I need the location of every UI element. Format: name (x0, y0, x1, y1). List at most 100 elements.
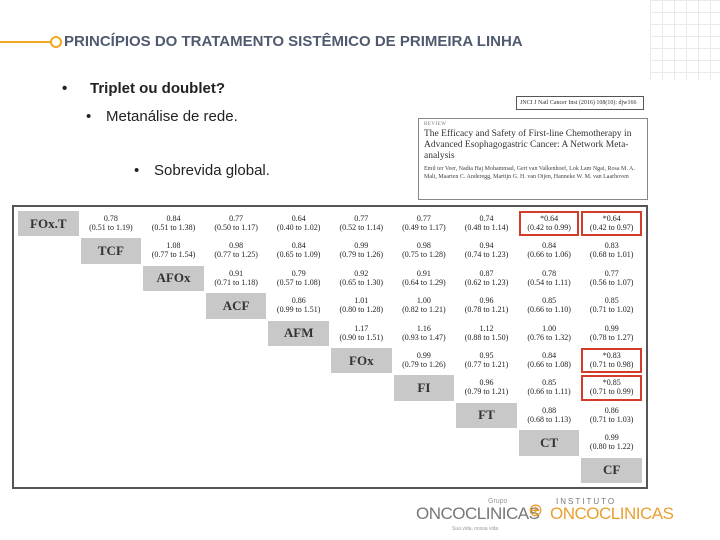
hr-value: 0.64 (291, 214, 306, 223)
significant-hr-cell: *0.85 (0.71 to 0.99) (581, 375, 642, 401)
hr-cell: 1.01 (0.80 to 1.28) (331, 293, 392, 318)
hr-value: 0.99 (354, 241, 369, 251)
hr-ci: (0.42 to 0.97) (589, 223, 634, 232)
title-accent-dot (50, 36, 62, 48)
hr-cell: 0.98 (0.75 to 1.28) (394, 238, 455, 263)
hr-value: 1.16 (416, 323, 431, 333)
hr-ci: (0.66 to 1.10) (527, 305, 571, 315)
hr-value: 0.96 (479, 378, 494, 388)
bullet-marker: • (86, 108, 92, 125)
bullet-marker: • (134, 162, 140, 179)
hr-cell: 1.00 (0.76 to 1.32) (519, 321, 580, 346)
treatment-label: CT (518, 430, 580, 456)
hr-ci: (0.80 to 1.28) (339, 305, 384, 315)
significant-hr-cell: *0.64 (0.42 to 0.97) (581, 211, 642, 237)
hr-ci: (0.79 to 1.26) (339, 250, 384, 260)
hr-value: 0.92 (354, 268, 369, 278)
hr-value: 0.91 (229, 268, 244, 278)
hr-value: 0.77 (354, 214, 369, 223)
significant-hr-cell: *0.64 (0.42 to 0.99) (518, 211, 580, 237)
hr-ci: (0.48 to 1.14) (464, 223, 509, 232)
paper-header-image: REVIEW The Efficacy and Safety of First-… (418, 118, 648, 200)
paper-tag: REVIEW (424, 122, 447, 127)
hr-value: 0.85 (542, 296, 557, 306)
hr-cell: 0.99 (0.80 to 1.22) (581, 430, 642, 455)
hr-value: 0.86 (291, 296, 306, 306)
hr-value: 0.98 (229, 241, 244, 251)
hr-cell: 0.91 (0.71 to 1.18) (206, 266, 267, 291)
hr-ci: (0.66 to 1.06) (527, 250, 571, 260)
league-table: FOx.T 0.78 (0.51 to 1.19) 0.84 (0.51 to 1.38… (12, 205, 648, 489)
treatment-label: ACF (205, 293, 267, 319)
hr-cell: 1.00 (0.82 to 1.21) (394, 293, 455, 318)
hr-ci: (0.80 to 1.22) (589, 442, 634, 452)
hr-value: 0.88 (542, 405, 557, 415)
hr-ci: (0.99 to 1.51) (276, 305, 321, 315)
logo-grupo-label: Grupo (488, 498, 508, 505)
hr-ci: (0.62 to 1.23) (464, 277, 509, 287)
hr-cell: 0.96 (0.79 to 1.21) (456, 375, 517, 400)
hr-cell: 0.83 (0.68 to 1.01) (581, 238, 642, 263)
hr-cell: 0.74 (0.48 to 1.14) (456, 211, 517, 236)
hr-ci: (0.78 to 1.21) (464, 305, 509, 315)
hr-cell: 0.99 (0.79 to 1.26) (331, 238, 392, 263)
hr-value: 0.84 (542, 351, 557, 360)
hr-cell: 0.64 (0.40 to 1.02) (268, 211, 329, 236)
hr-ci: (0.51 to 1.38) (151, 223, 196, 232)
hr-cell: 0.98 (0.77 to 1.25) (206, 238, 267, 263)
hr-ci: (0.74 to 1.23) (464, 250, 509, 260)
hr-value: 0.99 (604, 323, 619, 333)
bullet-1: • Triplet ou doublet? (62, 80, 225, 97)
journal-citation: JNCI J Natl Cancer Inst (2016) 108(10): … (516, 96, 644, 110)
hr-ci: (0.71 to 0.98) (589, 360, 634, 369)
hr-ci: (0.71 to 1.18) (214, 277, 258, 287)
bullet-marker: • (62, 80, 68, 97)
hr-ci: (0.68 to 1.13) (527, 414, 571, 424)
treatment-label: AFOx (143, 265, 204, 292)
hr-ci: (0.90 to 1.51) (339, 332, 384, 342)
bullet-2: • Metanálise de rede. (86, 108, 238, 125)
treatment-label: TCF (80, 238, 142, 264)
hr-ci: (0.77 to 1.25) (214, 250, 258, 260)
hr-value: 1.12 (479, 323, 494, 333)
hr-value: 0.99 (604, 433, 619, 443)
hr-value: 1.08 (166, 241, 181, 251)
significant-hr-cell: *0.83 (0.71 to 0.98) (581, 348, 642, 374)
hr-value: 0.99 (416, 351, 431, 360)
hr-value: *0.64 (540, 214, 559, 223)
hr-ci: (0.66 to 1.11) (527, 387, 571, 397)
hr-cell: 0.77 (0.56 to 1.07) (581, 266, 642, 291)
hr-value: *0.85 (602, 378, 621, 388)
hr-cell: 0.96 (0.78 to 1.21) (456, 293, 517, 318)
hr-ci: (0.76 to 1.32) (527, 332, 571, 342)
hr-ci: (0.52 to 1.14) (339, 223, 384, 232)
treatment-label: FI (393, 375, 455, 401)
hr-ci: (0.42 to 0.99) (527, 223, 571, 232)
bullet-text: Metanálise de rede. (106, 108, 238, 125)
hr-value: 0.94 (479, 241, 494, 251)
hr-cell: 0.88 (0.68 to 1.13) (519, 403, 580, 428)
hr-ci: (0.66 to 1.08) (527, 360, 571, 369)
hr-cell: 0.86 (0.71 to 1.03) (581, 403, 642, 428)
hr-ci: (0.65 to 1.30) (339, 277, 384, 287)
hr-cell: 0.86 (0.99 to 1.51) (268, 293, 329, 318)
instituto-mark-icon: ⊕ (528, 500, 544, 520)
hr-ci: (0.88 to 1.50) (464, 332, 509, 342)
logo-tagline: Sua vida, nossa vida (452, 526, 499, 532)
hr-ci: (0.82 to 1.21) (402, 305, 446, 315)
hr-cell: 0.78 (0.51 to 1.19) (81, 211, 142, 236)
corner-grid-decoration (650, 0, 720, 80)
hr-value: 1.01 (354, 296, 369, 306)
hr-ci: (0.56 to 1.07) (589, 277, 634, 287)
hr-cell: 0.85 (0.71 to 1.02) (581, 293, 642, 318)
hr-ci: (0.54 to 1.11) (527, 277, 571, 287)
hr-value: 0.79 (291, 268, 306, 278)
hr-cell: 0.79 (0.57 to 1.08) (268, 266, 329, 291)
hr-value: 0.78 (103, 214, 118, 223)
hr-value: 0.77 (229, 214, 244, 223)
hr-cell: 0.77 (0.50 to 1.17) (206, 211, 267, 236)
hr-ci: (0.93 to 1.47) (402, 332, 446, 342)
hr-cell: 0.87 (0.62 to 1.23) (456, 266, 517, 291)
hr-value: 1.17 (354, 323, 369, 333)
hr-cell: 0.84 (0.66 to 1.06) (519, 238, 580, 263)
